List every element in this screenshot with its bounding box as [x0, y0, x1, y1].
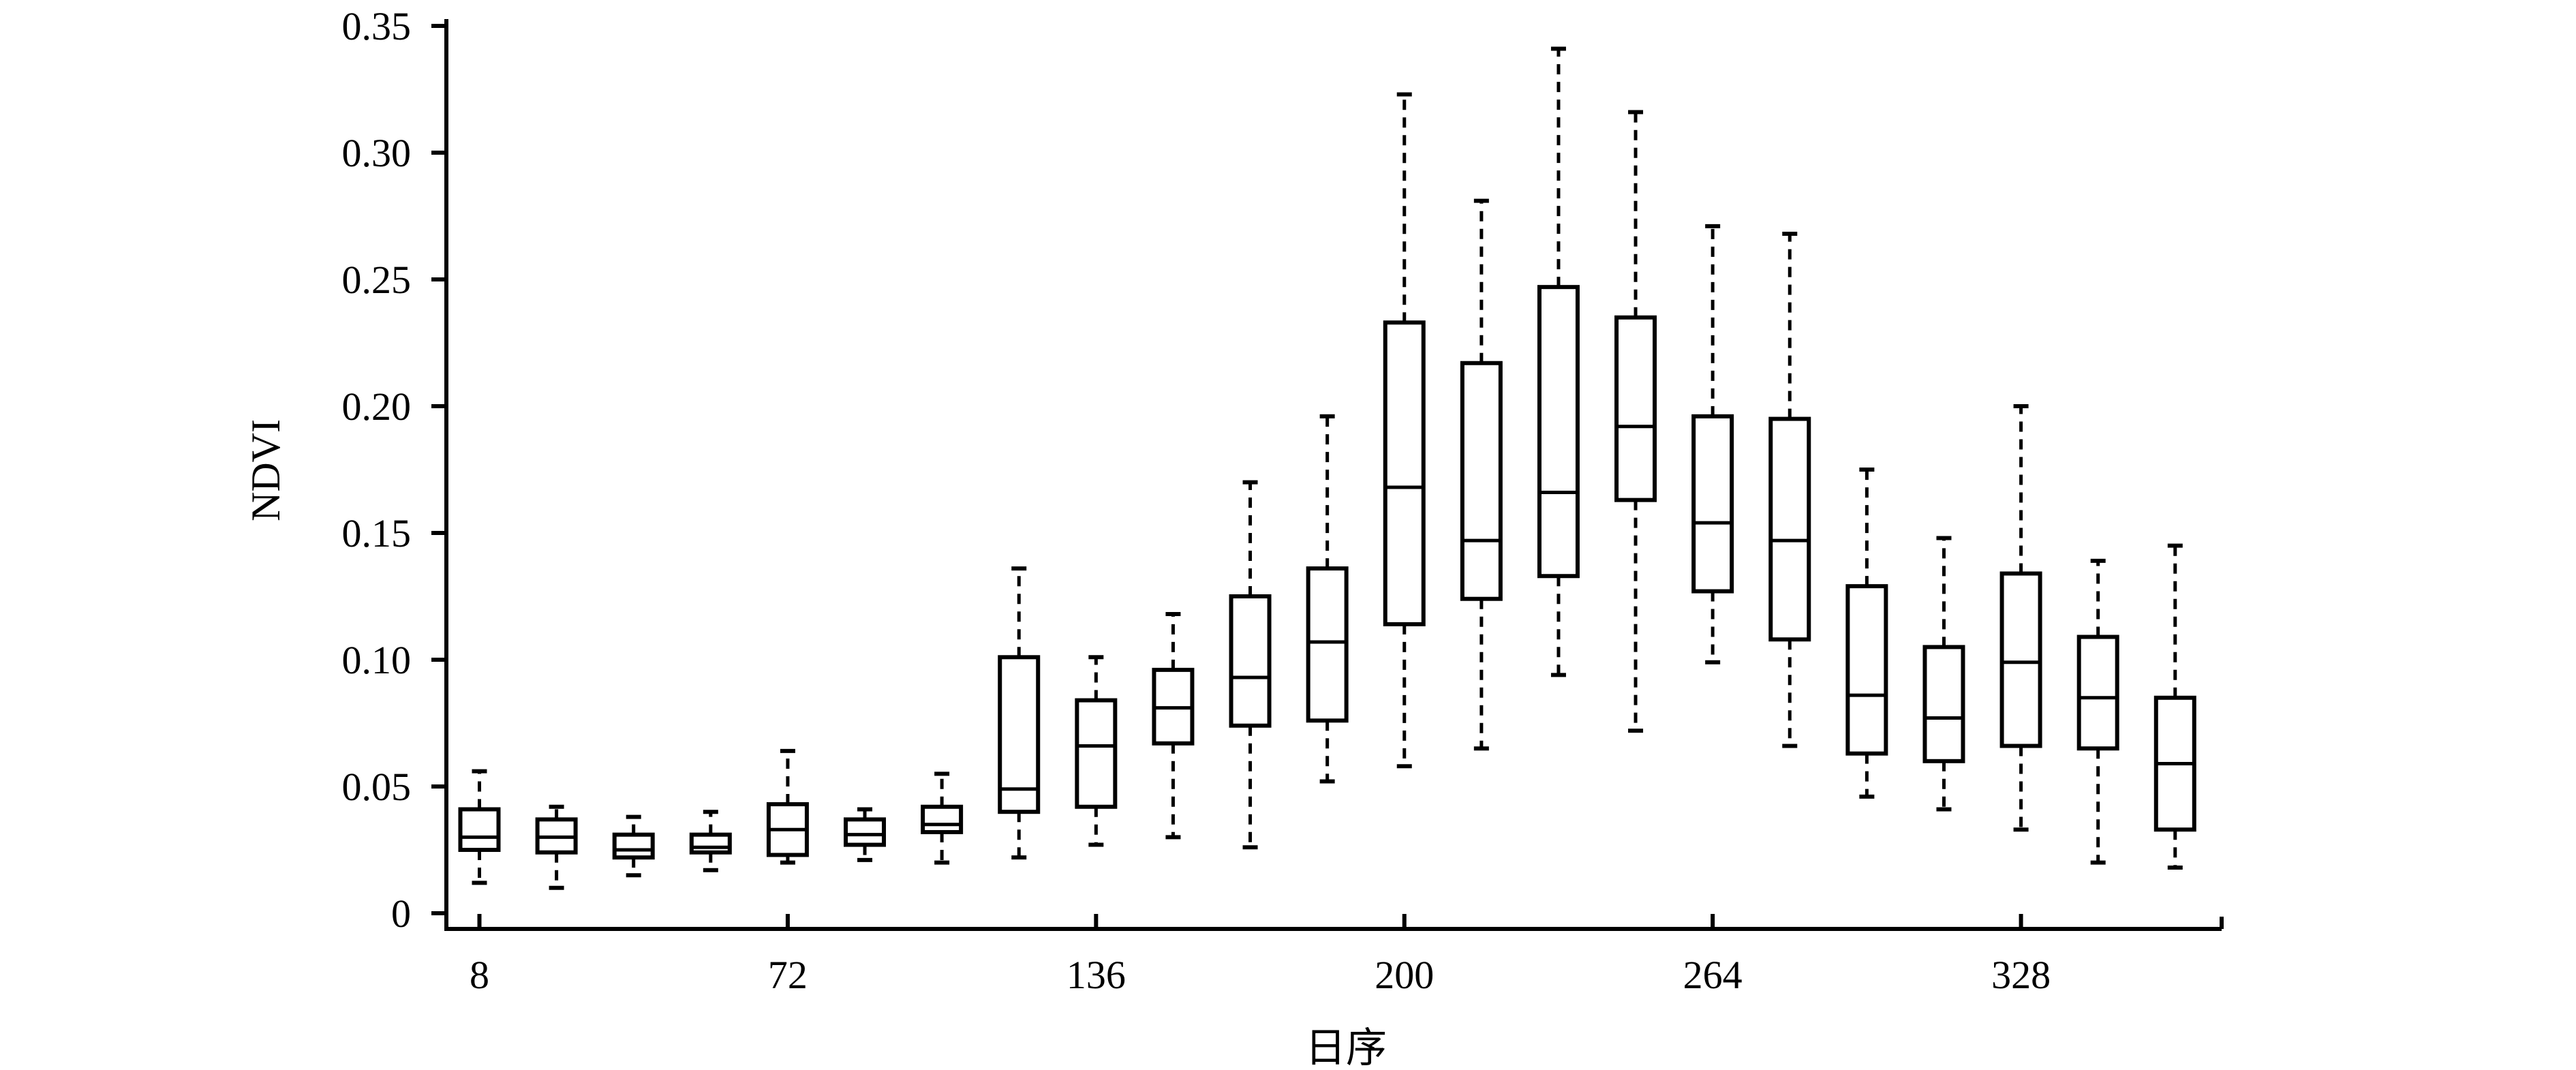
box-group [1691, 224, 1734, 664]
box-group [1845, 468, 1888, 799]
iqr-box [1537, 285, 1580, 579]
y-tick-label: 0.10 [342, 638, 412, 682]
x-tick-label: 8 [470, 953, 489, 997]
y-tick-label: 0 [391, 891, 411, 936]
iqr-box [1075, 698, 1118, 809]
box-group [998, 566, 1041, 860]
box-group [1460, 198, 1503, 751]
iqr-box [689, 832, 732, 855]
box-group [689, 810, 732, 872]
iqr-box [1691, 414, 1734, 594]
box-group [1075, 655, 1118, 847]
box-group [1768, 232, 1811, 748]
box-group [2153, 543, 2196, 870]
box-group [766, 748, 809, 865]
x-tick-label: 200 [1375, 953, 1434, 997]
box-group [1999, 404, 2042, 832]
x-tick-label: 136 [1067, 953, 1126, 997]
y-tick-label: 0.35 [342, 4, 412, 48]
iqr-box [1460, 361, 1503, 601]
box-group [1306, 414, 1349, 784]
iqr-box [844, 817, 887, 847]
y-tick-label: 0.05 [342, 765, 412, 809]
x-axis-title: 日序 [1305, 1026, 1387, 1070]
iqr-box [998, 655, 1041, 814]
box-group [1229, 480, 1272, 850]
box-group [844, 807, 887, 862]
iqr-box [1614, 315, 1657, 502]
x-tick-label: 72 [768, 953, 808, 997]
y-tick-label: 0.30 [342, 131, 412, 175]
box-group [2076, 558, 2119, 865]
iqr-box [921, 804, 964, 834]
y-tick-label: 0.25 [342, 258, 412, 302]
box-group [1383, 92, 1426, 769]
box-group [1537, 46, 1580, 677]
iqr-box [458, 807, 501, 852]
iqr-box [1306, 566, 1349, 723]
box-group [1152, 612, 1195, 840]
box-group [921, 771, 964, 865]
boxes-layer [458, 46, 2196, 890]
iqr-box [2076, 635, 2119, 751]
iqr-box [1768, 416, 1811, 642]
x-tick-label: 328 [1991, 953, 2051, 997]
y-tick-label: 0.15 [342, 511, 412, 555]
iqr-box [1999, 571, 2042, 748]
iqr-box [1229, 594, 1272, 728]
box-group [458, 769, 501, 885]
box-group [1614, 110, 1657, 733]
axes-layer: 0 0.05 0.10 0.15 0.20 0.25 0.30 0.35 8 72 136 200 26… [342, 4, 2224, 997]
iqr-box [1922, 645, 1965, 763]
box-group [535, 804, 578, 890]
iqr-box [1845, 584, 1888, 756]
x-tick-label: 264 [1683, 953, 1743, 997]
box-group [1922, 536, 1965, 812]
iqr-box [612, 832, 655, 860]
box-group [612, 814, 655, 878]
iqr-box [1383, 320, 1426, 626]
y-tick-label: 0.20 [342, 384, 412, 429]
y-axis-title: NDVI [243, 419, 288, 521]
